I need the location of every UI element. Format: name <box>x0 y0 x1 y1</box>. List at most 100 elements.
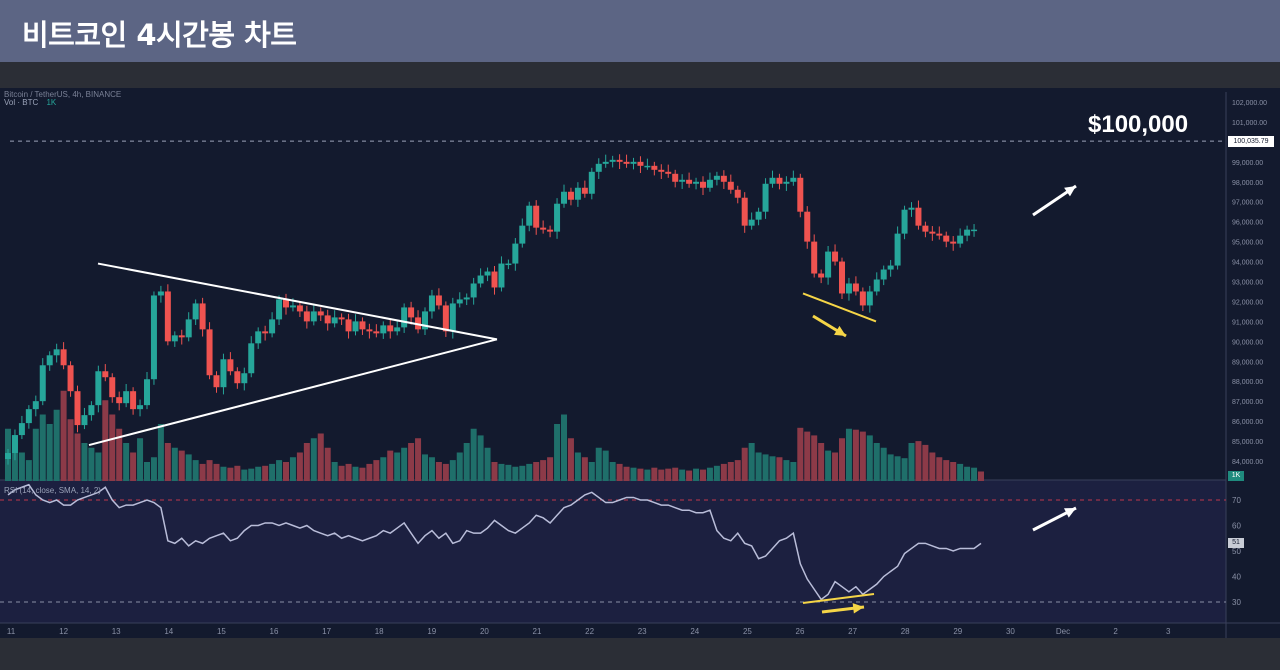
candle-body <box>289 305 296 308</box>
volume-bar <box>345 463 352 481</box>
rsi-divergence-line <box>802 593 875 604</box>
candle-body <box>449 303 456 332</box>
volume-bar <box>978 471 984 481</box>
candle-body <box>866 291 873 306</box>
candle-body <box>908 207 915 210</box>
volume-bar <box>227 467 234 481</box>
candle-body <box>53 349 60 356</box>
volume-bar <box>53 409 60 481</box>
candle-body <box>845 283 852 294</box>
volume-bar <box>331 462 338 481</box>
volume-bar <box>602 450 609 481</box>
volume-bar <box>317 433 324 481</box>
time-tick-label: 21 <box>533 627 542 636</box>
price-tick-label: 86,000.00 <box>1232 419 1263 426</box>
time-tick-label: 29 <box>953 627 962 636</box>
candle-body <box>373 331 380 334</box>
candle-body <box>137 405 144 410</box>
volume-bar <box>595 447 602 481</box>
rsi-tick-label: 30 <box>1232 598 1241 607</box>
volume-label: Vol · BTC <box>4 98 39 107</box>
volume-bar <box>832 452 839 481</box>
volume-bar <box>880 447 887 481</box>
bottom-band <box>0 638 1280 670</box>
volume-bar <box>373 460 380 481</box>
volume-bar <box>713 465 720 481</box>
candle-body <box>95 371 102 406</box>
candle-body <box>456 299 463 304</box>
candle-body <box>157 291 164 296</box>
volume-bar <box>109 414 116 481</box>
volume-bar <box>283 462 289 481</box>
candle-body <box>130 391 137 410</box>
candle-body <box>463 297 470 300</box>
candle-body <box>255 331 262 344</box>
candle-body <box>192 303 199 320</box>
candle-body <box>324 315 331 324</box>
candle-body <box>352 321 359 332</box>
price-up-arrow-head <box>1064 186 1076 197</box>
volume-bar <box>123 443 130 481</box>
volume-bar <box>804 431 811 481</box>
candle-body <box>762 183 769 212</box>
volume-bar <box>519 465 526 481</box>
candle-body <box>700 181 706 188</box>
candle-body <box>797 177 804 212</box>
candle-body <box>547 229 554 232</box>
candle-body <box>623 161 630 164</box>
volume-bar <box>964 466 971 481</box>
candle-body <box>484 271 491 276</box>
rsi-value-badge: 51 <box>1228 538 1244 548</box>
candle-body <box>5 453 11 460</box>
volume-bar <box>157 424 164 481</box>
time-tick-label: 2 <box>1113 627 1118 636</box>
volume-bar <box>352 466 359 481</box>
volume-bar <box>241 469 248 481</box>
volume-bar <box>894 456 901 481</box>
rsi-tick-label: 50 <box>1232 547 1241 556</box>
volume-bar <box>359 467 366 481</box>
volume-bar <box>859 431 866 481</box>
volume-bar <box>929 452 936 481</box>
volume-bar <box>554 424 561 481</box>
candle-body <box>32 401 39 410</box>
rsi-tick-label: 60 <box>1232 522 1241 531</box>
volume-bar <box>442 463 449 481</box>
rsi-tick-label: 70 <box>1232 496 1241 505</box>
candle-body <box>665 171 672 174</box>
candle-body <box>616 159 623 162</box>
volume-bar <box>971 467 978 481</box>
candle-body <box>11 435 18 454</box>
volume-bar <box>394 452 401 481</box>
candle-body <box>901 209 908 234</box>
volume-bar <box>178 450 185 481</box>
candle-body <box>706 179 713 188</box>
candle-body <box>276 299 283 320</box>
candle-body <box>227 359 234 372</box>
candle-body <box>171 335 178 342</box>
volume-bar <box>32 428 39 481</box>
volume-bar <box>588 462 595 481</box>
candle-body <box>818 273 825 278</box>
candle-body <box>574 187 581 200</box>
volume-bar <box>234 465 241 481</box>
candle-body <box>296 305 303 312</box>
volume-bar <box>700 469 706 481</box>
volume-bar <box>776 457 783 481</box>
volume-bar <box>547 457 554 481</box>
time-tick-label: 25 <box>743 627 752 636</box>
rsi-up-arrow-head <box>1064 508 1076 518</box>
candle-body <box>505 263 512 266</box>
candle-body <box>213 375 220 388</box>
volume-bar <box>957 463 964 481</box>
volume-bar <box>908 443 915 481</box>
candle-body <box>943 235 950 242</box>
volume-bar <box>748 443 755 481</box>
candle-body <box>567 191 574 200</box>
volume-bar <box>623 466 630 481</box>
candle-body <box>727 181 734 190</box>
volume-bar <box>512 466 519 481</box>
volume-bar <box>408 443 415 481</box>
volume-bar <box>581 457 588 481</box>
